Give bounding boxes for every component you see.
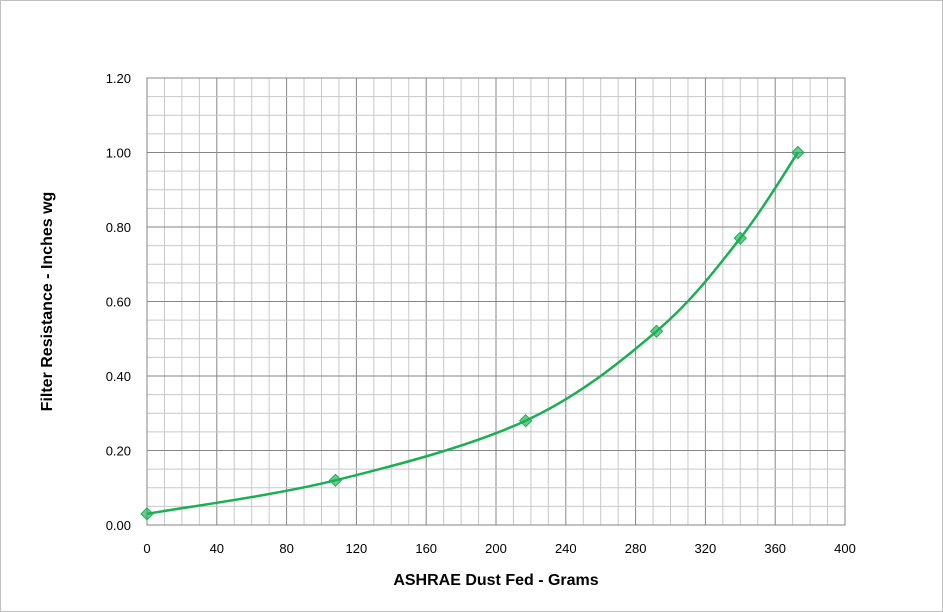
x-tick-label: 120 <box>346 541 368 556</box>
y-tick-label: 0.00 <box>106 518 131 533</box>
x-tick-label: 240 <box>555 541 577 556</box>
x-tick-label: 280 <box>625 541 647 556</box>
plot-area <box>146 77 846 526</box>
y-tick-label: 0.20 <box>106 444 131 459</box>
data-point-marker <box>328 473 343 488</box>
x-tick-label: 40 <box>210 541 224 556</box>
x-tick-label: 80 <box>279 541 293 556</box>
y-tick-labels: 0.00 0.20 0.40 0.60 0.80 1.00 1.20 <box>106 71 131 533</box>
data-point-marker <box>140 507 154 521</box>
x-tick-label: 360 <box>764 541 786 556</box>
y-tick-label: 0.60 <box>106 295 131 310</box>
x-tick-label: 320 <box>695 541 717 556</box>
y-tick-label: 1.20 <box>106 71 131 86</box>
y-tick-label: 1.00 <box>106 146 131 161</box>
x-tick-labels: 0 40 80 120 160 200 240 280 320 360 400 <box>143 541 855 556</box>
y-tick-label: 0.80 <box>106 220 131 235</box>
data-point-marker <box>649 324 664 339</box>
x-tick-label: 200 <box>485 541 507 556</box>
y-tick-label: 0.40 <box>106 369 131 384</box>
data-point-marker <box>518 413 533 428</box>
x-tick-label: 160 <box>415 541 437 556</box>
x-tick-label: 0 <box>143 541 150 556</box>
data-point-marker <box>733 231 748 245</box>
series-line <box>146 151 799 516</box>
x-axis-title: ASHRAE Dust Fed - Grams <box>393 572 598 589</box>
series <box>140 145 805 521</box>
y-axis-title: Filter Resistance - Inches wg <box>39 192 56 412</box>
data-point-marker <box>791 145 805 160</box>
grid <box>146 77 846 526</box>
x-tick-label: 400 <box>834 541 856 556</box>
